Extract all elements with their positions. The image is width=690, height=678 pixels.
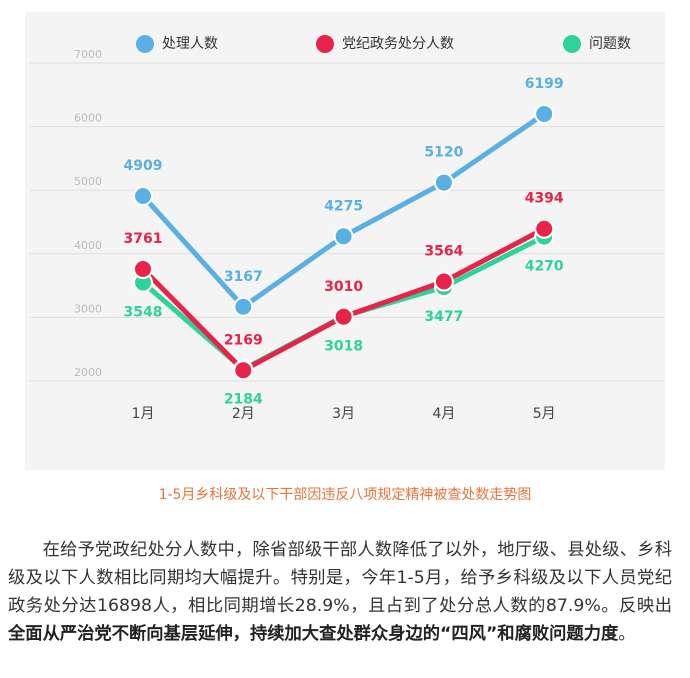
paragraph: 在给予党政纪处分人数中，除省部级干部人数降低了以外，地厅级、县处级、乡科级及以下… xyxy=(8,536,672,648)
y-tick-label: 6000 xyxy=(74,112,102,125)
legend-label: 党纪政务处分人数 xyxy=(342,36,454,52)
bold-text: 全面从严治党不断向基层延伸，持续加大查处群众身边的“四风”和腐败问题力度 xyxy=(8,624,619,644)
data-point xyxy=(233,360,254,381)
data-label: 4275 xyxy=(324,198,363,214)
legend-marker xyxy=(136,35,154,53)
data-label: 3548 xyxy=(124,305,163,321)
legend-label: 处理人数 xyxy=(162,36,218,52)
caption: 1-5月乡科级及以下干部因违反八项规定精神被查处数走势图 xyxy=(158,487,532,503)
chart: 2000 3000 4000 5000 6000 7000 1月 2月 3月 4月 5月 处理人数 党纪… xyxy=(25,12,665,470)
data-label: 2184 xyxy=(224,391,263,407)
data-label: 3167 xyxy=(224,269,263,285)
x-tick-label: 3月 xyxy=(332,406,355,422)
data-point xyxy=(534,218,555,239)
data-label: 4394 xyxy=(525,191,564,207)
y-tick-label: 2000 xyxy=(74,366,102,379)
data-point xyxy=(433,172,454,193)
legend-label: 问题数 xyxy=(589,36,631,52)
data-label: 3564 xyxy=(424,244,463,260)
x-tick-label: 4月 xyxy=(432,406,455,422)
x-tick-label: 1月 xyxy=(132,406,155,422)
data-label: 3477 xyxy=(424,309,463,325)
data-point xyxy=(133,185,153,206)
y-tick-label: 3000 xyxy=(74,302,102,315)
data-label: 6199 xyxy=(525,76,564,92)
data-label: 4909 xyxy=(124,158,163,174)
legend-marker xyxy=(316,35,334,53)
text: 在给予党政纪处分人数中，除省部级干部人数降低了以外，地厅级、县处级、乡科级及以下… xyxy=(8,540,672,616)
data-label: 3018 xyxy=(324,338,363,354)
legend-marker xyxy=(563,35,581,53)
data-point xyxy=(133,259,153,280)
data-point xyxy=(433,271,454,292)
data-label: 5120 xyxy=(424,145,463,161)
x-tick-label: 5月 xyxy=(533,406,556,422)
y-tick-label: 5000 xyxy=(74,175,102,188)
data-point xyxy=(233,296,254,317)
data-point xyxy=(534,103,555,124)
data-label: 3010 xyxy=(324,279,363,295)
data-point xyxy=(333,306,354,327)
data-point xyxy=(333,226,354,247)
text: 。 xyxy=(618,624,636,644)
data-label: 2169 xyxy=(224,332,263,348)
y-tick-label: 7000 xyxy=(74,48,102,61)
x-tick-label: 2月 xyxy=(232,406,255,422)
data-label: 4270 xyxy=(525,259,564,275)
data-label: 3761 xyxy=(124,231,163,247)
y-tick-label: 4000 xyxy=(74,239,102,252)
